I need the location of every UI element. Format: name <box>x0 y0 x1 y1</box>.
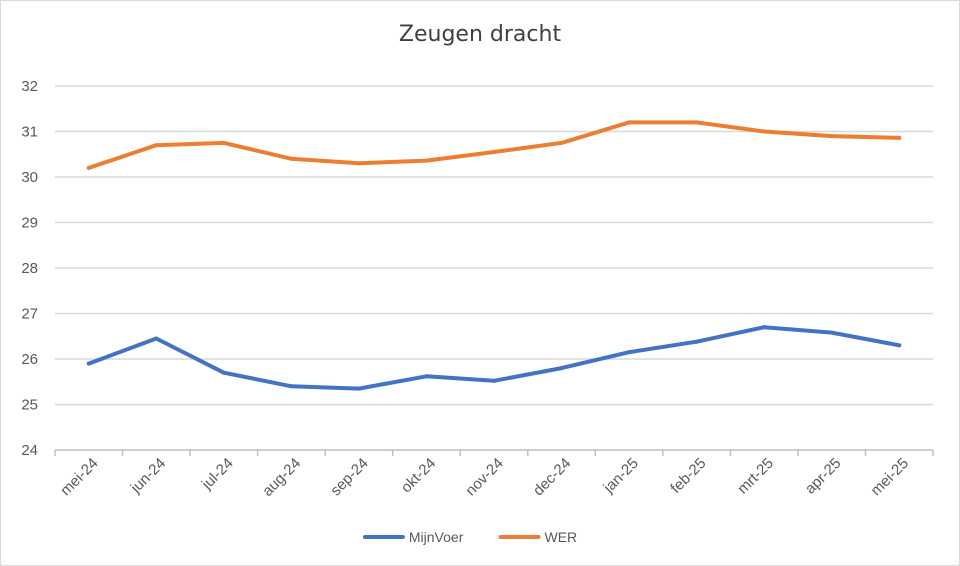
x-tick-label: feb-25 <box>667 455 709 497</box>
x-tick-label: jul-24 <box>198 455 237 494</box>
x-tick-label: jun-24 <box>127 455 169 497</box>
data-point <box>627 350 632 355</box>
x-tick-label: mei-25 <box>868 455 912 499</box>
data-point <box>86 165 91 170</box>
legend-label: WER <box>545 529 578 545</box>
data-point <box>154 336 159 341</box>
data-point <box>829 330 834 335</box>
legend: MijnVoer WER <box>362 529 578 545</box>
x-tick-label: mrt-25 <box>734 455 777 498</box>
data-point <box>356 386 361 391</box>
chart-title: Zeugen dracht <box>399 22 562 47</box>
x-axis-ticks: mei-24 jun-24 jul-24 aug-24 sep-24 okt-24 nov-… <box>57 455 912 500</box>
x-tick-label: okt-24 <box>398 455 440 497</box>
data-point <box>289 156 294 161</box>
data-point <box>559 366 564 371</box>
x-tick-label: nov-24 <box>462 455 506 499</box>
y-tick-label: 32 <box>21 78 38 95</box>
legend-label: MijnVoer <box>409 529 464 545</box>
y-axis-ticks: 24 25 26 27 28 29 30 31 32 <box>21 78 38 459</box>
data-point <box>221 140 226 145</box>
y-tick-label: 30 <box>21 169 38 186</box>
data-point <box>221 370 226 375</box>
data-point <box>897 343 902 348</box>
x-tick-label: aug-24 <box>259 455 304 500</box>
y-tick-label: 26 <box>21 351 38 368</box>
data-point <box>356 161 361 166</box>
data-point <box>897 135 902 140</box>
data-point <box>829 134 834 139</box>
x-tick-label: apr-25 <box>802 455 845 498</box>
data-point <box>424 374 429 379</box>
y-tick-label: 28 <box>21 260 38 277</box>
x-tick-label: sep-24 <box>327 455 371 499</box>
data-point <box>559 140 564 145</box>
series-lines <box>86 120 902 391</box>
data-point <box>694 120 699 125</box>
data-point <box>627 120 632 125</box>
series-line-wer <box>86 120 902 170</box>
y-tick-label: 25 <box>21 397 38 414</box>
data-point <box>424 158 429 163</box>
data-point <box>694 339 699 344</box>
y-tick-label: 27 <box>21 306 38 323</box>
x-tick-label: dec-24 <box>530 455 574 499</box>
gridlines <box>54 85 934 456</box>
data-point <box>86 361 91 366</box>
x-tick-label: jan-25 <box>600 455 642 497</box>
data-point <box>289 384 294 389</box>
y-tick-label: 24 <box>21 442 38 459</box>
data-point <box>154 143 159 148</box>
data-point <box>762 129 767 134</box>
data-point <box>762 325 767 330</box>
data-point <box>492 149 496 154</box>
y-tick-label: 29 <box>21 215 38 232</box>
x-tick-label: mei-24 <box>57 455 101 499</box>
data-point <box>492 378 496 383</box>
y-tick-label: 31 <box>21 124 38 141</box>
